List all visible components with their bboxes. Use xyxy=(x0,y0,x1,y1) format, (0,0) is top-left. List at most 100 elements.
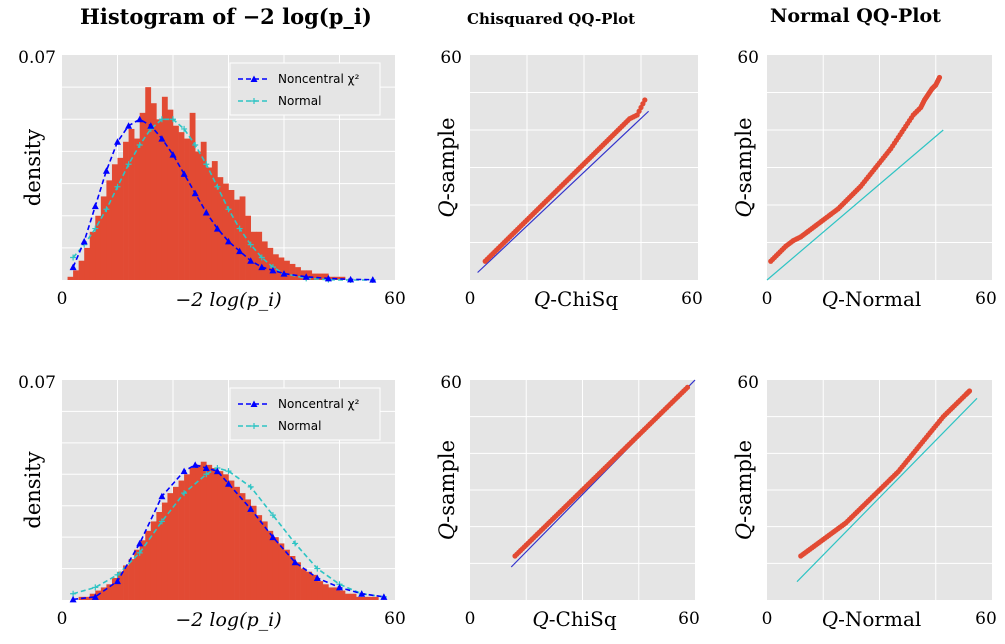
normal-density-marker xyxy=(269,512,276,519)
normal-density-marker xyxy=(114,183,121,190)
histogram-bar xyxy=(356,596,362,600)
noncentral-chisq-marker xyxy=(158,492,166,500)
x-tick-label-max: 60 xyxy=(975,609,997,629)
histogram-bar xyxy=(123,141,129,280)
y-tick-label-top: 60 xyxy=(737,373,759,393)
x-tick-label-min: 0 xyxy=(57,609,68,629)
y-axis-label-q: Q xyxy=(435,523,459,540)
histogram-bar xyxy=(100,196,107,280)
noncentral-chisq-marker xyxy=(336,583,343,591)
x-axis-label-q: Q xyxy=(534,287,550,311)
histogram-bar xyxy=(128,128,135,280)
histogram-bar xyxy=(156,512,163,600)
noncentral-chisq-marker xyxy=(80,237,88,245)
histogram-bar xyxy=(106,584,113,600)
histogram-bar xyxy=(245,499,251,600)
normal-density-marker xyxy=(214,183,221,190)
histogram-bar xyxy=(345,593,351,600)
histogram-bar xyxy=(322,584,329,600)
noncentral-chisq-marker xyxy=(69,595,77,603)
noncentral-chisq-marker xyxy=(302,273,310,280)
noncentral-chisq-marker xyxy=(258,263,266,271)
histogram-bar xyxy=(173,125,179,280)
x-tick-label-max: 60 xyxy=(975,289,997,309)
histogram-bar xyxy=(73,270,79,280)
histogram-bar xyxy=(300,270,307,280)
x-axis-label: −2 log(p_i) xyxy=(175,289,281,311)
histogram-bar xyxy=(372,596,379,600)
noncentral-chisq-marker xyxy=(347,275,355,283)
normal-density-marker xyxy=(247,241,254,248)
histogram-bar xyxy=(161,96,168,281)
y-tick-label-top: 0.07 xyxy=(18,48,56,68)
column-title-chisq-qq: Chisquared QQ-Plot xyxy=(467,10,636,28)
noncentral-chisq-marker xyxy=(180,170,188,177)
noncentral-chisq-marker xyxy=(180,467,188,475)
histogram-bar xyxy=(84,247,91,280)
y-tick-label-top: 60 xyxy=(440,373,462,393)
histogram-bar xyxy=(289,263,296,280)
normal-density-marker xyxy=(114,571,121,578)
x-axis-label-rest: -ChiSq xyxy=(549,607,617,631)
histogram-bar xyxy=(317,273,324,280)
histogram-bar xyxy=(117,157,124,280)
histogram-bar xyxy=(184,138,190,280)
histogram-bar xyxy=(222,474,229,600)
histogram-bar xyxy=(195,151,202,280)
histogram-bar xyxy=(339,590,346,600)
qq-point xyxy=(966,388,973,394)
histogram-bar xyxy=(317,581,324,600)
histogram-bar xyxy=(311,574,318,600)
normal-density-marker xyxy=(70,590,77,597)
histogram-bar xyxy=(311,273,318,280)
histogram-bar xyxy=(128,559,135,600)
noncentral-chisq-marker xyxy=(269,266,277,274)
noncentral-chisq-marker xyxy=(202,209,210,216)
histogram-bar xyxy=(150,521,157,600)
normal-density-marker xyxy=(181,125,188,132)
histogram-bar xyxy=(156,119,163,281)
histogram-bar xyxy=(295,562,301,600)
legend-label-noncentral: Noncentral χ² xyxy=(278,72,360,86)
noncentral-chisq-marker xyxy=(191,461,199,468)
noncentral-chisq-marker xyxy=(225,480,232,487)
normal-density-marker xyxy=(103,206,110,213)
histogram-bar xyxy=(234,486,240,600)
histogram-bar xyxy=(272,537,279,600)
histogram-bar xyxy=(217,471,224,600)
y-tick-label-top: 60 xyxy=(737,48,759,68)
noncentral-chisq-marker xyxy=(213,225,221,232)
x-tick-label-max: 60 xyxy=(384,609,406,629)
histogram-bar xyxy=(78,260,85,280)
legend-label-normal: Normal xyxy=(278,419,321,433)
histogram-bar xyxy=(206,464,213,600)
x-axis-label: −2 log(p_i) xyxy=(175,609,281,631)
noncentral-chisq-marker xyxy=(69,263,77,271)
histogram-bar xyxy=(300,568,307,600)
y-axis-label: Q-sample xyxy=(732,117,756,217)
histogram-panel-bottom: Noncentral χ² Normal 0.07 0 60 −2 log(p_i) den… xyxy=(18,373,406,631)
histogram-bar xyxy=(167,493,174,600)
x-axis-label-rest: -Normal xyxy=(838,607,921,631)
histogram-bar xyxy=(328,587,335,600)
normal-density-marker xyxy=(203,161,210,168)
y-tick-label-top: 0.07 xyxy=(18,373,56,393)
noncentral-chisq-marker xyxy=(125,122,133,129)
histogram-bar xyxy=(350,593,357,600)
x-axis-label: Q-ChiSq xyxy=(534,287,618,311)
histogram-bar xyxy=(306,270,313,280)
noncentral-chisq-marker xyxy=(91,202,99,210)
normal-density-marker xyxy=(292,540,299,547)
histogram-bar xyxy=(178,132,185,280)
noncentral-chisq-marker xyxy=(291,558,299,566)
histogram-panel-top: Noncentral χ² Normal 0.07 0 60 −2 log(p_i) den… xyxy=(18,48,406,311)
normal-density-marker xyxy=(192,142,199,148)
x-tick-label-max: 60 xyxy=(681,289,703,309)
histogram-bar xyxy=(145,530,152,600)
histogram-bar xyxy=(139,112,146,280)
noncentral-chisq-marker xyxy=(247,257,255,264)
x-tick-label-min: 0 xyxy=(762,289,773,309)
y-axis-label-q: Q xyxy=(435,200,459,217)
